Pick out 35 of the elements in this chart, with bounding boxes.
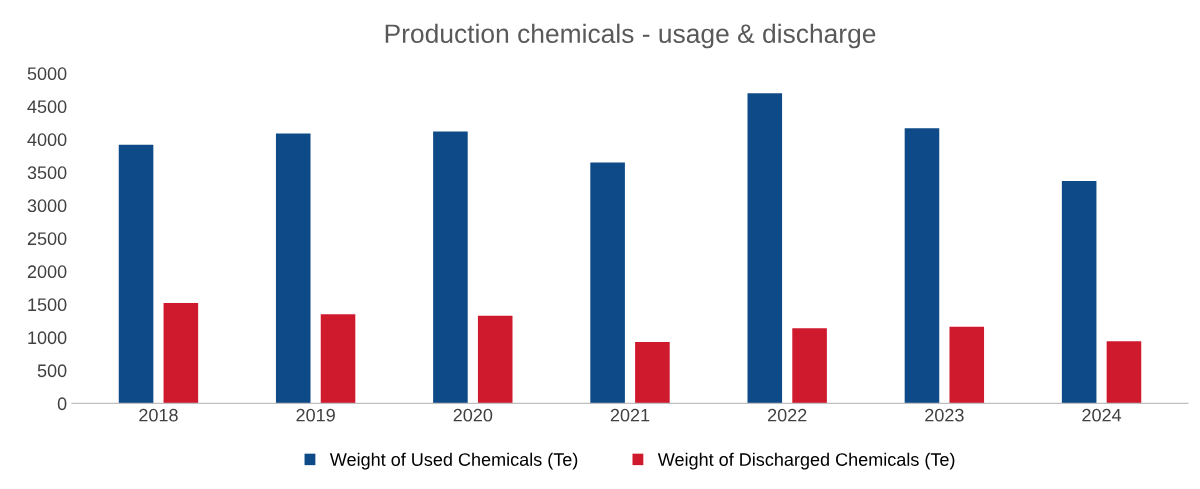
bar	[747, 93, 783, 404]
y-tick-label: 2000	[27, 265, 67, 279]
bar	[635, 342, 670, 404]
bar	[477, 315, 513, 404]
y-tick-label: 2500	[27, 232, 67, 246]
x-tick-label: 2019	[296, 408, 335, 422]
y-tick-label: 3500	[27, 166, 67, 180]
bar	[792, 328, 827, 404]
y-tick-label: 1000	[28, 331, 67, 345]
y-tick-label: 4000	[27, 133, 67, 147]
x-tick-label: 2024	[1082, 408, 1122, 422]
chart-title: Production chemicals - usage & discharge	[385, 23, 876, 49]
bar	[1061, 180, 1097, 404]
y-tick-label: 4500	[27, 100, 67, 114]
x-tick-label: 2018	[139, 408, 178, 422]
x-tick-label: 2020	[453, 408, 493, 422]
y-tick-label: 0	[57, 397, 67, 411]
y-tick-label: 1500	[28, 298, 67, 312]
bar	[904, 128, 940, 404]
bar	[949, 326, 985, 404]
bar	[590, 162, 625, 404]
bar	[118, 144, 154, 404]
x-tick-label: 2021	[610, 408, 650, 422]
bar	[320, 314, 356, 404]
x-tick-label: 2022	[768, 408, 807, 422]
legend-label: Weight of Used Chemicals (Te)	[329, 452, 578, 470]
bar	[1106, 341, 1142, 404]
bar	[275, 133, 311, 404]
legend-label: Weight of Discharged Chemicals (Te)	[657, 452, 955, 470]
y-tick-label: 3000	[27, 199, 67, 213]
y-tick-label: 5000	[27, 67, 67, 81]
y-tick-label: 500	[37, 364, 67, 378]
x-tick-label: 2023	[925, 408, 964, 422]
bar	[163, 303, 199, 404]
bar	[433, 131, 468, 404]
